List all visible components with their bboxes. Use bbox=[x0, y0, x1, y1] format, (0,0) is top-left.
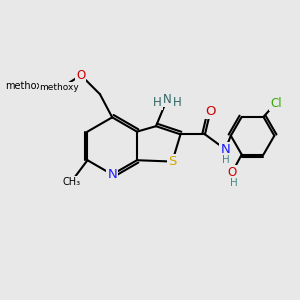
Text: H: H bbox=[172, 96, 181, 109]
Text: methyl: methyl bbox=[69, 181, 74, 183]
Text: H: H bbox=[222, 155, 230, 165]
Text: O: O bbox=[76, 69, 86, 82]
Text: N: N bbox=[220, 143, 230, 156]
Text: S: S bbox=[168, 155, 176, 168]
Text: methoxy: methoxy bbox=[51, 87, 57, 88]
Text: methyl: methyl bbox=[71, 185, 76, 187]
Text: H: H bbox=[230, 178, 237, 188]
Text: O: O bbox=[228, 166, 237, 179]
Text: methoxy: methoxy bbox=[62, 86, 68, 87]
Text: methoxy: methoxy bbox=[39, 83, 79, 92]
Text: methoxy: methoxy bbox=[59, 87, 65, 88]
Text: CH₃: CH₃ bbox=[62, 177, 80, 187]
Text: N: N bbox=[163, 93, 172, 106]
Text: O: O bbox=[205, 105, 216, 118]
Text: N: N bbox=[107, 168, 117, 181]
Text: H: H bbox=[153, 96, 162, 109]
Text: Cl: Cl bbox=[270, 97, 281, 110]
Text: methoxy: methoxy bbox=[5, 81, 48, 91]
